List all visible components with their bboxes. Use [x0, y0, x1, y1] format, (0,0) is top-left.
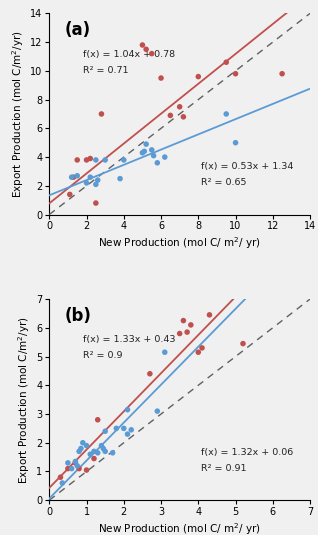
Point: [125, 406, 130, 414]
Point: [93, 180, 98, 189]
Point: [129, 425, 134, 434]
Point: [75, 156, 80, 164]
Point: [71, 173, 76, 181]
Point: [144, 140, 149, 148]
Point: [155, 407, 160, 415]
Point: [69, 173, 74, 181]
Point: [60, 479, 65, 487]
Point: [79, 444, 84, 453]
Point: [95, 448, 100, 457]
Point: [224, 58, 229, 66]
Point: [67, 190, 72, 198]
Point: [168, 111, 173, 120]
Point: [75, 172, 80, 180]
Point: [162, 153, 167, 162]
Text: f(x) = 1.32x + 0.06: f(x) = 1.32x + 0.06: [201, 448, 293, 457]
Point: [151, 151, 156, 160]
Point: [93, 156, 98, 164]
Point: [149, 49, 154, 58]
Point: [240, 339, 245, 348]
Point: [188, 320, 193, 329]
Point: [177, 329, 182, 338]
Point: [196, 72, 201, 81]
Point: [84, 466, 89, 475]
Point: [88, 154, 93, 163]
Point: [147, 370, 152, 378]
Point: [95, 176, 100, 185]
Point: [224, 110, 229, 118]
Point: [88, 173, 93, 181]
Point: [101, 444, 106, 453]
Point: [110, 448, 115, 457]
Point: [103, 427, 108, 435]
Point: [233, 70, 238, 78]
Point: [118, 174, 123, 183]
Point: [84, 441, 89, 450]
Point: [149, 146, 154, 154]
Point: [80, 439, 85, 447]
Text: f(x) = 1.33x + 0.43: f(x) = 1.33x + 0.43: [83, 335, 176, 344]
Point: [181, 316, 186, 325]
Point: [121, 424, 126, 433]
Point: [66, 458, 71, 467]
Text: R² = 0.71: R² = 0.71: [83, 66, 129, 75]
Point: [99, 110, 104, 118]
Point: [95, 416, 100, 424]
Point: [196, 348, 201, 356]
Point: [140, 41, 145, 49]
Point: [92, 447, 97, 456]
Point: [84, 156, 89, 164]
Point: [125, 430, 130, 438]
Point: [93, 199, 98, 208]
Point: [181, 112, 186, 121]
Point: [73, 458, 78, 467]
Point: [280, 70, 285, 78]
Point: [184, 328, 190, 337]
Point: [155, 158, 160, 167]
Point: [177, 103, 182, 111]
Point: [75, 462, 80, 470]
Point: [77, 447, 82, 456]
Point: [140, 149, 145, 157]
Point: [121, 156, 126, 164]
Point: [142, 147, 147, 156]
Text: f(x) = 0.53x + 1.34: f(x) = 0.53x + 1.34: [201, 162, 293, 171]
X-axis label: New Production (mol C/ m$^2$/ yr): New Production (mol C/ m$^2$/ yr): [98, 521, 261, 535]
Point: [69, 464, 74, 473]
Point: [158, 74, 163, 82]
Text: (a): (a): [65, 21, 91, 40]
Text: R² = 0.65: R² = 0.65: [201, 178, 246, 187]
Point: [88, 450, 93, 458]
Point: [103, 447, 108, 456]
Text: f(x) = 1.04x + 0.78: f(x) = 1.04x + 0.78: [83, 50, 175, 59]
Point: [92, 454, 97, 463]
Y-axis label: Export Production (mol C/m$^2$/yr): Export Production (mol C/m$^2$/yr): [16, 316, 32, 484]
Text: R² = 0.9: R² = 0.9: [83, 351, 123, 361]
Point: [99, 441, 104, 450]
Point: [66, 464, 71, 473]
Y-axis label: Export Production (mol C/m$^2$/yr): Export Production (mol C/m$^2$/yr): [10, 30, 26, 198]
Point: [233, 139, 238, 147]
Point: [58, 473, 63, 482]
Point: [162, 348, 167, 356]
Text: R² = 0.91: R² = 0.91: [201, 464, 246, 473]
Point: [77, 464, 82, 473]
Point: [199, 343, 204, 352]
Point: [114, 424, 119, 433]
Point: [207, 311, 212, 319]
Text: (b): (b): [65, 307, 92, 325]
Point: [84, 179, 89, 187]
Point: [103, 156, 108, 164]
X-axis label: New Production (mol C/ m$^2$/ yr): New Production (mol C/ m$^2$/ yr): [98, 235, 261, 251]
Point: [144, 45, 149, 54]
Point: [73, 457, 78, 465]
